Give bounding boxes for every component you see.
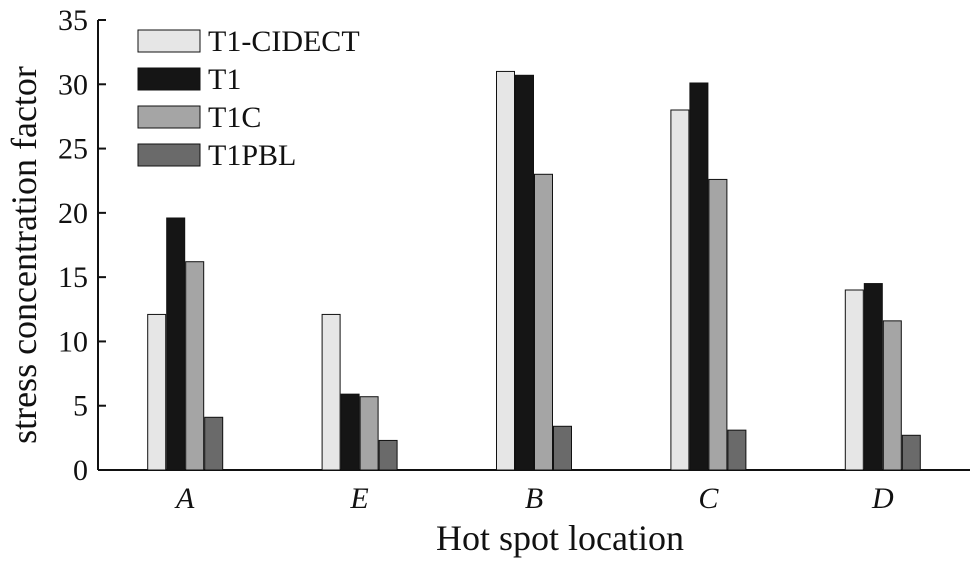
x-tick-label: A <box>174 482 195 515</box>
bar-t1-c <box>689 82 709 471</box>
legend-label: T1C <box>208 101 261 134</box>
y-axis-title: stress concentration factor <box>4 66 44 444</box>
bar-t1c-e <box>359 396 379 471</box>
bar-t1pbl-c <box>727 429 747 471</box>
y-tick-label: 15 <box>58 261 88 294</box>
x-tick-label: E <box>349 482 368 515</box>
bar-t1-cidect-a <box>147 313 167 471</box>
bar-t1-e <box>340 393 360 471</box>
x-tick-label: C <box>698 482 719 515</box>
legend-label: T1PBL <box>208 139 296 172</box>
y-tick-label: 30 <box>58 68 88 101</box>
bar-t1-cidect-b <box>496 70 515 471</box>
bar-t1c-d <box>882 320 902 471</box>
bar-t1pbl-a <box>204 416 224 471</box>
bar-t1-d <box>863 283 883 471</box>
bar-t1-cidect-d <box>844 289 864 471</box>
axes: 0 5 10 15 20 25 30 35 A E B C D <box>58 4 970 515</box>
legend-swatch <box>137 67 201 91</box>
bar-t1-b <box>515 74 534 471</box>
x-axis-title: Hot spot location <box>436 518 684 558</box>
bars <box>147 70 921 471</box>
bar-t1-a <box>166 217 186 471</box>
bar-t1-cidect-c <box>670 109 690 471</box>
x-tick-label: D <box>871 482 894 515</box>
x-tick-label: B <box>525 482 543 515</box>
legend: T1-CIDECT T1 T1C T1PBL <box>137 25 360 172</box>
bar-t1c-b <box>534 173 553 471</box>
y-tick-label: 25 <box>58 133 88 166</box>
bar-t1pbl-b <box>553 425 572 471</box>
legend-swatch <box>137 29 201 53</box>
bar-t1c-c <box>708 178 728 471</box>
legend-swatch <box>137 143 201 167</box>
bar-t1-cidect-e <box>321 313 341 471</box>
legend-swatch <box>137 105 201 129</box>
y-tick-label: 0 <box>73 454 88 487</box>
y-tick-label: 20 <box>58 197 88 230</box>
y-tick-label: 35 <box>58 4 88 37</box>
legend-label: T1 <box>208 63 241 96</box>
y-tick-label: 5 <box>73 390 88 423</box>
y-tick-label: 10 <box>58 325 88 358</box>
bar-t1pbl-d <box>901 434 921 471</box>
bar-t1c-a <box>185 261 205 471</box>
legend-label: T1-CIDECT <box>208 25 360 58</box>
bar-t1pbl-e <box>378 439 398 471</box>
